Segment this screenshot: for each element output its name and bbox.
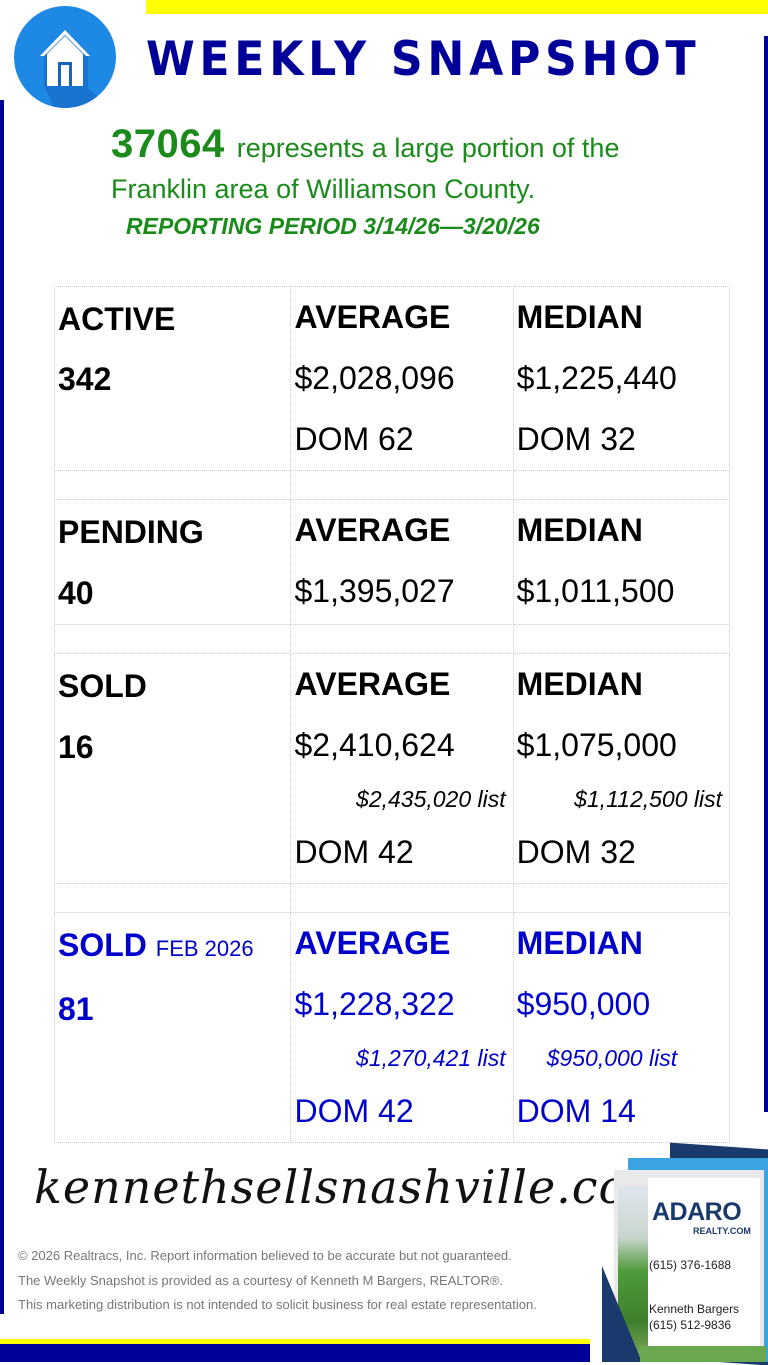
sold-month-average-label: AVERAGE: [294, 925, 451, 961]
footer-blue-bar: [0, 1344, 590, 1362]
intro-line-2: Franklin area of Williamson County.: [111, 174, 536, 204]
sold-month-period: FEB 2026: [155, 936, 254, 961]
disclaimer-line: This marketing distribution is not inten…: [18, 1297, 537, 1312]
sold-month-median-list: $950,000 list: [546, 1045, 678, 1071]
reporting-period: REPORTING PERIOD 3/14/26—3/20/26: [126, 213, 540, 239]
sold-label: SOLD: [58, 668, 147, 704]
house-icon: [14, 6, 116, 108]
agent-phone: (615) 512-9836: [649, 1318, 732, 1332]
zip-code: 37064: [111, 122, 225, 166]
spacer-row: [53, 883, 731, 913]
active-median-label: MEDIAN: [516, 299, 643, 335]
active-label: ACTIVE: [58, 301, 176, 337]
intro-block: 37064 represents a large portion of the F…: [111, 116, 711, 246]
active-median-price: $1,225,440: [516, 360, 677, 396]
sold-average-dom: DOM 42: [294, 834, 414, 870]
office-phone: (615) 376-1688: [649, 1258, 732, 1272]
active-average-label: AVERAGE: [294, 299, 451, 335]
sold-median-dom: DOM 32: [516, 834, 636, 870]
sold-month-median-dom: DOM 14: [516, 1093, 636, 1129]
active-count: 342: [58, 361, 112, 397]
sold-month-average-dom: DOM 42: [294, 1093, 414, 1129]
sold-median-list: $1,112,500 list: [574, 786, 722, 812]
active-average-dom: DOM 62: [294, 421, 414, 457]
sold-month-average-list: $1,270,421 list: [356, 1045, 506, 1071]
active-average-price: $2,028,096: [294, 360, 455, 396]
pending-count: 40: [58, 575, 94, 611]
sold-month-row: SOLD FEB 2026 81 AVERAGE $1,228,322 $1,2…: [53, 912, 731, 1143]
sold-average-list: $2,435,020 list: [356, 786, 506, 812]
page-title: WEEKLY SNAPSHOT: [146, 32, 701, 87]
left-blue-border: [0, 100, 4, 1314]
sold-month-median-label: MEDIAN: [516, 925, 643, 961]
sold-row: SOLD 16 AVERAGE $2,410,624 $2,435,020 li…: [53, 653, 731, 884]
disclaimer-line: The Weekly Snapshot is provided as a cou…: [18, 1272, 504, 1288]
spacer-row: [53, 624, 731, 654]
sold-month-count: 81: [58, 991, 94, 1027]
sold-month-average-price: $1,228,322: [294, 986, 455, 1022]
footer-yellow-bar: [0, 1339, 590, 1344]
sold-count: 16: [58, 729, 94, 765]
active-row: ACTIVE 342 AVERAGE $2,028,096 DOM 62 MED…: [53, 286, 731, 471]
brand-sub: REALTY.COM: [693, 1226, 751, 1236]
intro-line-1: represents a large portion of the: [236, 133, 620, 163]
agent-name: Kenneth Bargers: [649, 1302, 740, 1316]
pending-row: PENDING 40 AVERAGE $1,395,027 MEDIAN $1,…: [53, 499, 731, 625]
top-yellow-bar: [146, 0, 768, 14]
disclaimer: © 2026 Realtracs, Inc. Report informatio…: [18, 1244, 598, 1318]
sold-average-label: AVERAGE: [294, 666, 451, 702]
stats-table: ACTIVE 342 AVERAGE $2,028,096 DOM 62 MED…: [53, 286, 731, 1143]
sold-median-price: $1,075,000: [516, 727, 677, 763]
pending-median-label: MEDIAN: [516, 512, 643, 548]
spacer-row: [53, 470, 731, 500]
realty-sign-image: ADARO REALTY.COM (615) 376-1688 Kenneth …: [600, 1142, 768, 1365]
right-blue-border: [764, 36, 768, 1112]
pending-average-label: AVERAGE: [294, 512, 451, 548]
sold-average-price: $2,410,624: [294, 727, 455, 763]
sold-month-label: SOLD: [58, 927, 147, 963]
sold-month-median-price: $950,000: [516, 986, 651, 1022]
brand-logo: ADARO: [652, 1198, 742, 1226]
active-median-dom: DOM 32: [516, 421, 636, 457]
website-link[interactable]: kennethsellsnashville.com: [34, 1160, 672, 1214]
sign-ribbon: [602, 1266, 642, 1362]
sold-median-label: MEDIAN: [516, 666, 643, 702]
sign-panel: [648, 1178, 760, 1354]
sold-month-heading: SOLD FEB 2026: [58, 913, 287, 979]
disclaimer-line: © 2026 Realtracs, Inc. Report informatio…: [18, 1248, 512, 1263]
grass-strip: [640, 1346, 766, 1362]
pending-average-price: $1,395,027: [294, 573, 455, 609]
pending-median-price: $1,011,500: [516, 573, 675, 609]
pending-label: PENDING: [58, 514, 204, 550]
